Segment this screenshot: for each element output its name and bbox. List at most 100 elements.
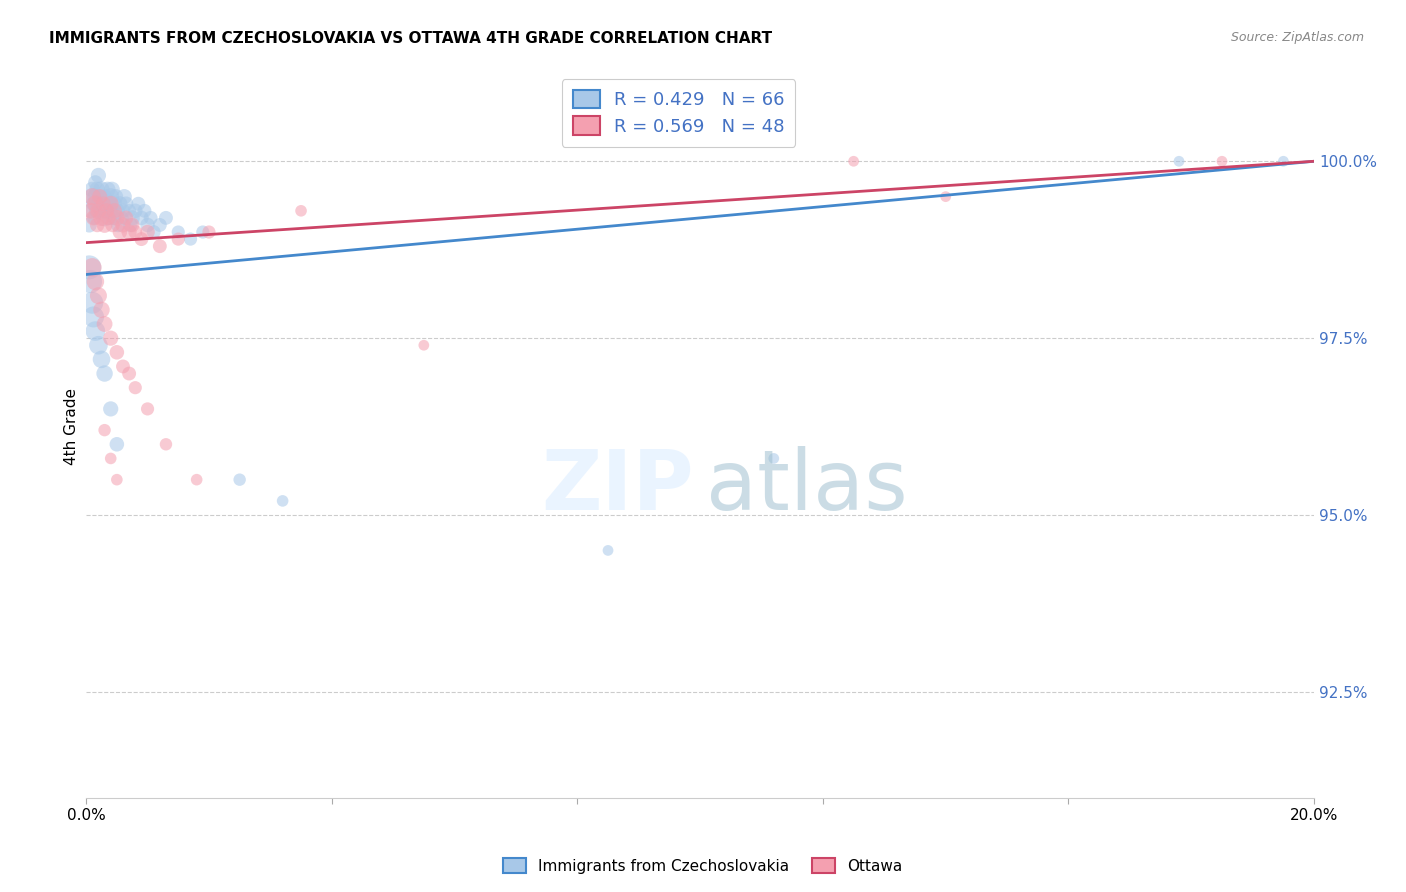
Point	[271, 494, 294, 508]
Point	[93, 211, 115, 225]
Point	[94, 203, 117, 218]
Point	[167, 225, 190, 239]
Point	[103, 203, 125, 218]
Point	[198, 225, 221, 239]
Point	[105, 473, 128, 487]
Point	[107, 218, 129, 232]
Point	[105, 203, 128, 218]
Point	[97, 211, 120, 225]
Point	[97, 183, 120, 197]
Point	[84, 176, 107, 190]
Point	[131, 232, 153, 246]
Point	[100, 451, 122, 466]
Point	[412, 338, 434, 352]
Point	[93, 196, 115, 211]
Point	[596, 543, 619, 558]
Point	[115, 211, 138, 225]
Text: Source: ZipAtlas.com: Source: ZipAtlas.com	[1230, 31, 1364, 45]
Point	[89, 189, 111, 203]
Text: IMMIGRANTS FROM CZECHOSLOVAKIA VS OTTAWA 4TH GRADE CORRELATION CHART: IMMIGRANTS FROM CZECHOSLOVAKIA VS OTTAWA…	[49, 31, 772, 46]
Point	[124, 225, 146, 239]
Point	[104, 189, 127, 203]
Point	[84, 324, 107, 338]
Point	[84, 275, 107, 289]
Point	[80, 203, 103, 218]
Legend: Immigrants from Czechoslovakia, Ottawa: Immigrants from Czechoslovakia, Ottawa	[498, 852, 908, 880]
Point	[86, 183, 108, 197]
Point	[180, 232, 202, 246]
Point	[100, 203, 122, 218]
Point	[93, 367, 115, 381]
Point	[87, 169, 110, 183]
Point	[83, 211, 105, 225]
Point	[136, 401, 159, 416]
Point	[90, 211, 112, 225]
Legend: R = 0.429   N = 66, R = 0.569   N = 48: R = 0.429 N = 66, R = 0.569 N = 48	[562, 79, 796, 146]
Point	[115, 196, 138, 211]
Point	[1272, 154, 1295, 169]
Point	[228, 473, 250, 487]
Point	[100, 331, 122, 345]
Point	[155, 211, 177, 225]
Point	[82, 189, 104, 203]
Point	[105, 437, 128, 451]
Point	[91, 196, 114, 211]
Y-axis label: 4th Grade: 4th Grade	[65, 388, 79, 465]
Point	[155, 437, 177, 451]
Point	[762, 451, 785, 466]
Point	[84, 196, 107, 211]
Point	[100, 196, 122, 211]
Point	[103, 211, 125, 225]
Point	[93, 317, 115, 331]
Point	[90, 352, 112, 367]
Point	[93, 218, 115, 232]
Point	[97, 196, 120, 211]
Point	[1168, 154, 1191, 169]
Point	[90, 302, 112, 317]
Point	[121, 211, 143, 225]
Point	[100, 189, 122, 203]
Point	[87, 289, 110, 303]
Point	[139, 211, 162, 225]
Point	[87, 196, 110, 211]
Point	[142, 225, 165, 239]
Point	[131, 211, 153, 225]
Point	[124, 203, 146, 218]
Text: atlas: atlas	[706, 445, 908, 526]
Point	[1211, 154, 1233, 169]
Point	[191, 225, 214, 239]
Point	[118, 367, 141, 381]
Point	[121, 218, 143, 232]
Point	[83, 211, 105, 225]
Point	[127, 196, 149, 211]
Point	[89, 189, 111, 203]
Point	[111, 218, 134, 232]
Point	[93, 423, 115, 437]
Point	[79, 275, 101, 289]
Point	[101, 183, 124, 197]
Point	[105, 345, 128, 359]
Point	[111, 211, 134, 225]
Point	[90, 203, 112, 218]
Point	[83, 310, 105, 324]
Point	[105, 211, 128, 225]
Point	[290, 203, 312, 218]
Point	[77, 218, 100, 232]
Point	[108, 225, 131, 239]
Point	[101, 218, 124, 232]
Point	[134, 203, 156, 218]
Point	[136, 225, 159, 239]
Point	[111, 203, 134, 218]
Point	[167, 232, 190, 246]
Text: ZIP: ZIP	[541, 445, 695, 526]
Point	[82, 295, 104, 310]
Point	[149, 239, 172, 253]
Point	[111, 359, 134, 374]
Point	[118, 225, 141, 239]
Point	[87, 338, 110, 352]
Point	[842, 154, 865, 169]
Point	[98, 211, 121, 225]
Point	[186, 473, 208, 487]
Point	[935, 189, 957, 203]
Point	[136, 218, 159, 232]
